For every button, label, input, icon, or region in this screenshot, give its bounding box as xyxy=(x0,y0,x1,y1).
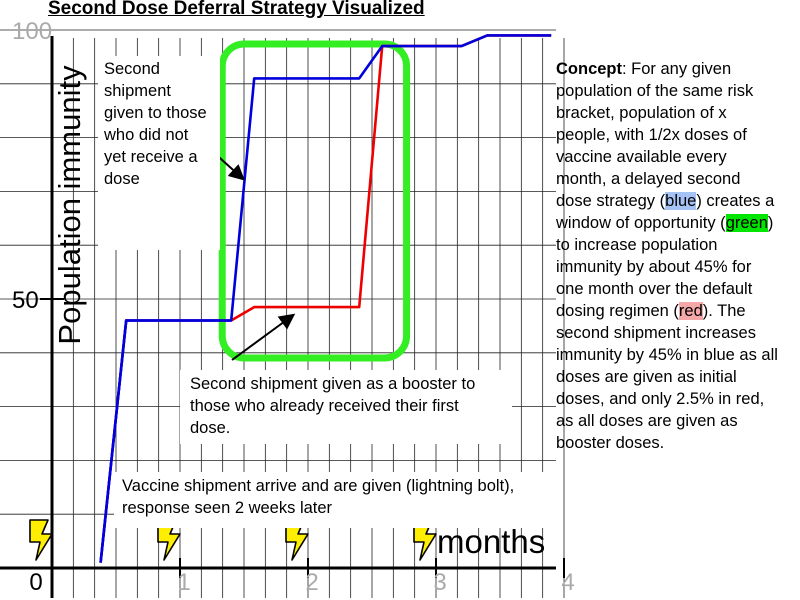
chart-axes xyxy=(0,36,565,598)
page-title: Second Dose Deferral Strategy Visualized xyxy=(48,0,425,19)
opportunity-window-box xyxy=(218,40,411,362)
x-tick-label: 1 xyxy=(177,569,190,596)
lightning-bolt-icon xyxy=(29,519,53,561)
x-tick-label: 3 xyxy=(433,569,446,596)
x-tick-label: 0 xyxy=(29,569,42,596)
green-highlight: green xyxy=(725,214,768,232)
concept-part-2: ) creates a window of opportunity ( xyxy=(556,192,775,232)
concept-label: Concept xyxy=(556,60,622,78)
chart-series xyxy=(99,34,552,563)
shared-series-segment xyxy=(99,319,232,563)
annotation-lightning: Vaccine shipment arrive and are given (l… xyxy=(114,472,556,528)
concept-text: Concept: For any given population of the… xyxy=(556,58,778,454)
blue-highlight: blue xyxy=(665,192,697,210)
annotation-red-shipment: Second shipment given as a booster to th… xyxy=(180,370,512,444)
x-axis-label: months xyxy=(437,523,545,560)
red-highlight: red xyxy=(678,302,703,320)
y-tick-label: 100 xyxy=(12,18,52,45)
concept-part-3: ) to increase population immunity by abo… xyxy=(556,214,774,320)
arrow-to-red xyxy=(231,313,296,361)
opportunity-window xyxy=(218,40,411,362)
concept-part-4: ). The second shipment increases immunit… xyxy=(556,302,778,452)
x-tick-label: 4 xyxy=(561,569,574,596)
y-tick-label: 50 xyxy=(12,287,39,314)
tick-labels: 0 1 2 3 4 50 100 xyxy=(12,18,575,596)
x-tick-label: 2 xyxy=(305,569,318,596)
y-axis-label: Population immunity xyxy=(52,65,87,345)
annotation-blue-shipment: Second shipment given to those who did n… xyxy=(98,56,220,250)
concept-part-1: : For any given population of the same r… xyxy=(556,60,754,210)
lightning-bolts xyxy=(29,519,437,561)
